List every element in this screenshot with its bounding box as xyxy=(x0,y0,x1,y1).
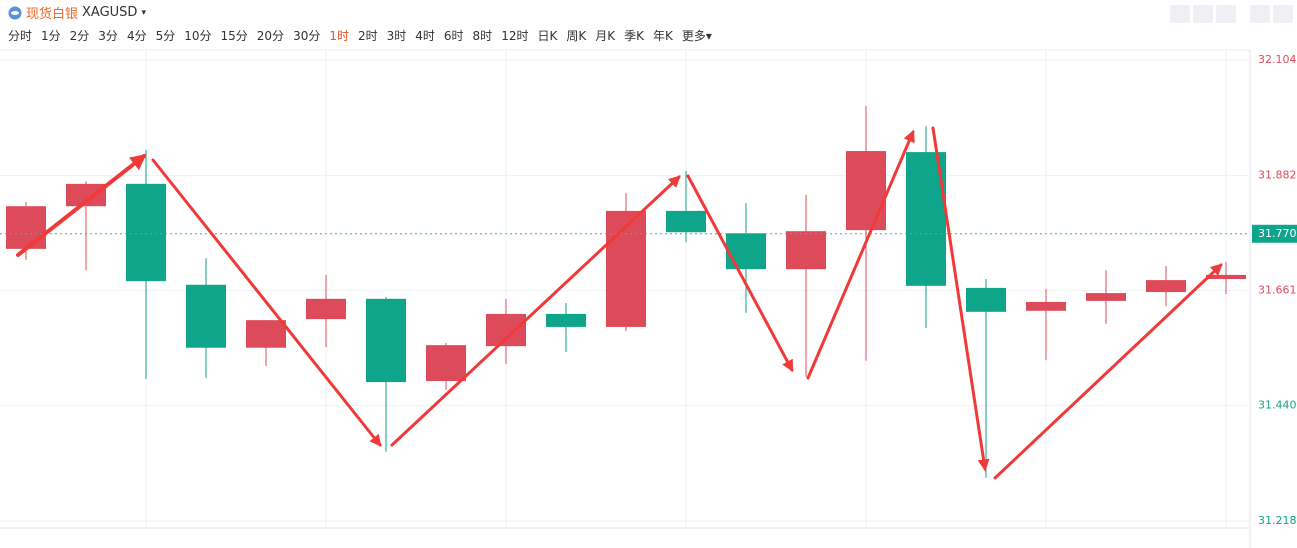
icon-button[interactable] xyxy=(1273,5,1293,23)
y-tick-label: 32.104 xyxy=(1258,53,1297,66)
toolbar: 现货白银 XAGUSD ▾ 分时 1分 2分 3分 4分 5分 10分 15分 20分 30分 1时… xyxy=(0,0,1297,50)
period-tab[interactable]: 5分 xyxy=(155,29,176,43)
window-icons xyxy=(1250,5,1293,23)
logo xyxy=(8,6,22,19)
candle-body xyxy=(1026,301,1066,311)
last-price-label: 31.770 xyxy=(1258,227,1297,240)
symbol-code: XAGUSD xyxy=(82,5,138,20)
arrow xyxy=(390,175,681,447)
candle-body xyxy=(966,287,1006,312)
candle-body xyxy=(726,233,766,270)
period-tab[interactable]: 20分 xyxy=(256,29,285,43)
candle-body xyxy=(1206,274,1246,280)
candle-body xyxy=(1086,293,1126,301)
period-tab[interactable]: 分时 xyxy=(8,29,33,43)
arrow xyxy=(993,263,1223,480)
more-label: 更多 xyxy=(681,29,706,43)
period-tab[interactable]: 4分 xyxy=(126,29,147,43)
tool-icons xyxy=(1170,5,1236,23)
candle-body xyxy=(426,345,466,382)
y-tick-label: 31.661 xyxy=(1258,284,1297,297)
period-tab[interactable]: 30分 xyxy=(293,29,321,43)
period-tab[interactable]: 12时 xyxy=(501,29,529,43)
icon-button[interactable] xyxy=(1250,5,1270,23)
candle-body xyxy=(186,284,226,348)
arrow xyxy=(686,174,794,373)
candle-body xyxy=(366,298,406,383)
candle-body xyxy=(126,183,166,282)
last-price-tag xyxy=(1252,224,1297,243)
candle-body xyxy=(846,151,886,231)
candle-body xyxy=(546,313,586,327)
period-tab[interactable]: 月K xyxy=(595,29,616,43)
period-bar: 分时 1分 2分 3分 4分 5分 10分 15分 20分 30分 1时 2时 3时 4时 6时 8时 12时日… xyxy=(8,27,712,44)
y-tick-label: 31.218 xyxy=(1258,514,1297,527)
period-tab[interactable]: 日K xyxy=(537,29,558,43)
period-tab[interactable]: 8时 xyxy=(472,29,493,43)
period-tab[interactable]: 季K xyxy=(624,29,644,43)
period-tab[interactable]: 15分 xyxy=(220,29,248,43)
period-tab[interactable]: 周K xyxy=(566,29,587,43)
candle-body xyxy=(246,320,286,348)
candle-body xyxy=(666,210,706,233)
candle-body xyxy=(786,231,826,270)
period-tab[interactable]: 2时 xyxy=(357,29,378,43)
arrow xyxy=(931,126,990,472)
icon-button[interactable] xyxy=(1193,5,1213,23)
candle-body xyxy=(306,298,346,320)
candle-body xyxy=(66,183,106,207)
candle-body xyxy=(1146,280,1186,293)
dropdown-caret: ▾ xyxy=(141,7,146,18)
candle-body xyxy=(606,210,646,327)
period-tab[interactable]: 1时 xyxy=(329,29,349,43)
period-tab[interactable]: 1分 xyxy=(41,29,61,43)
candle-body xyxy=(486,313,526,347)
annotations xyxy=(16,126,1223,480)
symbol-name: 现货白银 xyxy=(26,7,79,22)
y-tick-label: 31.882 xyxy=(1258,169,1297,182)
symbol[interactable]: 现货白银 XAGUSD ▾ xyxy=(8,3,146,22)
icon-button[interactable] xyxy=(1216,5,1236,23)
arrow xyxy=(151,158,382,447)
more-menu[interactable]: 更多▾ xyxy=(681,29,712,43)
candle-body xyxy=(6,206,46,249)
period-tab[interactable]: 4时 xyxy=(415,29,435,43)
period-tab[interactable]: 6时 xyxy=(443,29,464,43)
period-tab[interactable]: 3时 xyxy=(386,29,407,43)
icon-button[interactable] xyxy=(1170,5,1190,23)
period-tab[interactable]: 10分 xyxy=(184,29,212,43)
period-tab[interactable]: 3分 xyxy=(98,29,118,43)
period-tab[interactable]: 年K xyxy=(652,29,673,43)
arrow xyxy=(806,129,915,380)
period-tab[interactable]: 2分 xyxy=(69,29,90,43)
y-tick-label: 31.440 xyxy=(1258,398,1297,411)
arrow xyxy=(16,154,147,257)
